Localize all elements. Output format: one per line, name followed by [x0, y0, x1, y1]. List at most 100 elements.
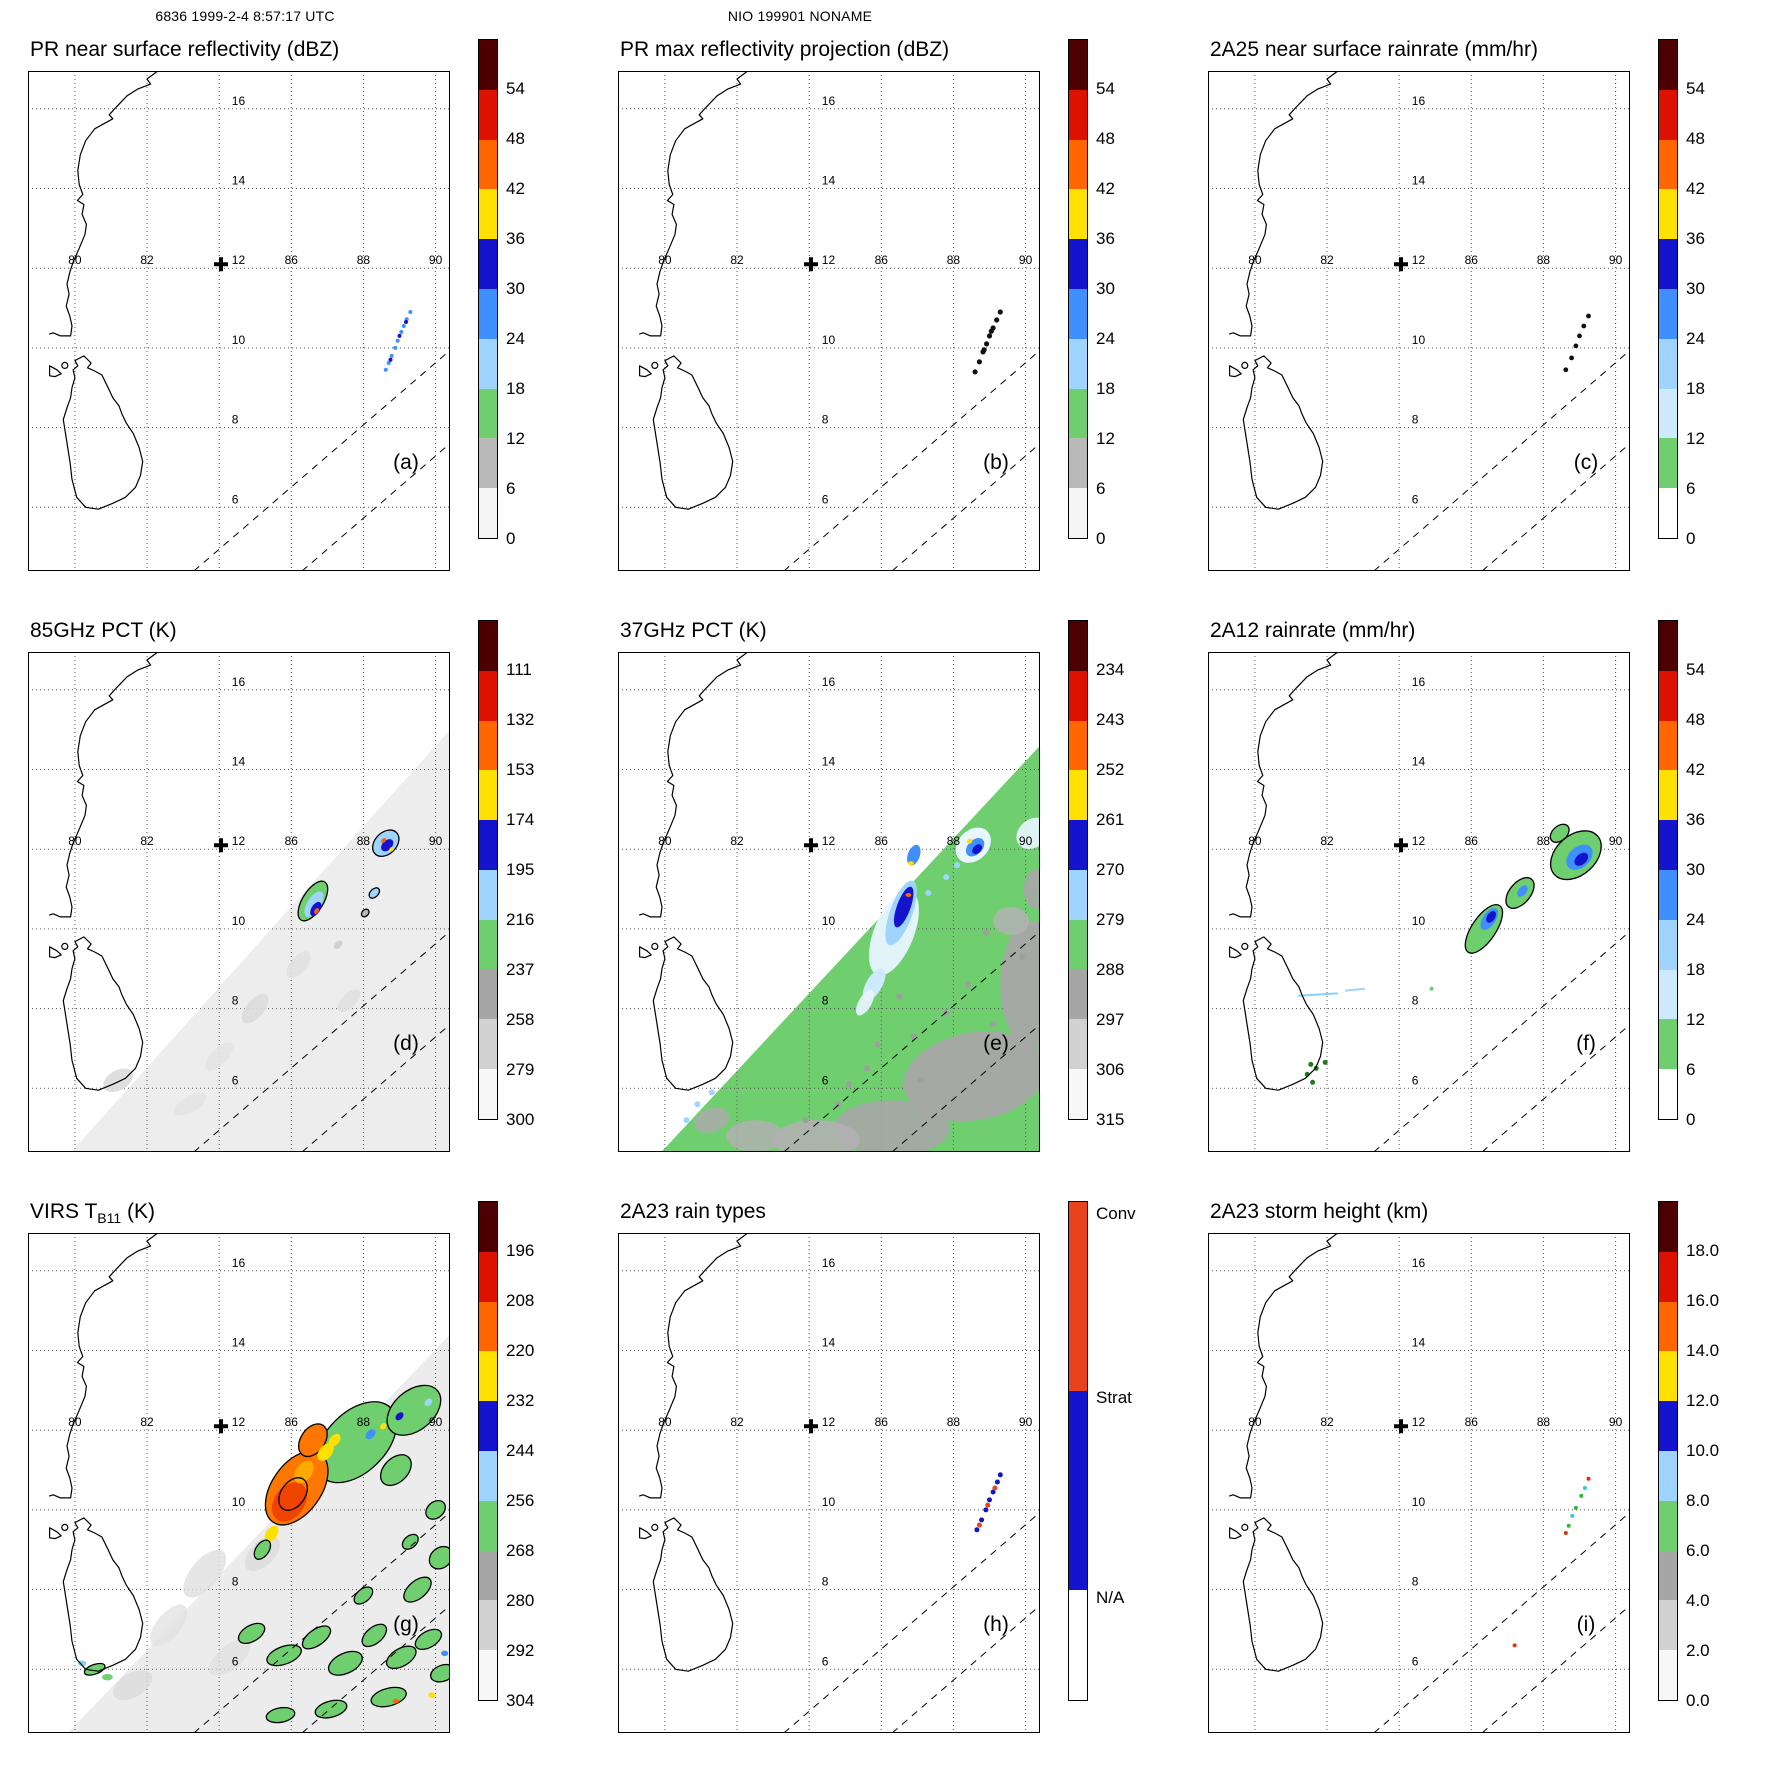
panel-letter: (d) — [393, 1032, 419, 1055]
data-speck — [1573, 343, 1579, 349]
storm-cell — [360, 908, 370, 918]
data-speck — [1512, 1643, 1517, 1648]
coastline-india — [639, 652, 749, 918]
storm-cell — [773, 1120, 860, 1152]
colorbar-label: 48 — [1096, 129, 1115, 148]
panel-title: 2A12 rainrate (mm/hr) — [1210, 619, 1415, 645]
lat-label: 8 — [1412, 1575, 1419, 1589]
colorbar-segment — [1659, 388, 1677, 439]
panel-i: 2A23 storm height (km) 80 82 86 88 90 16 14 12 1… — [1180, 1189, 1770, 1770]
storm-cell — [425, 1499, 446, 1520]
colorbar-label: 12 — [1686, 429, 1705, 448]
panel-title-text: 2A25 near surface rainrate (mm/hr) — [1210, 38, 1538, 61]
lon-label: 86 — [285, 1415, 299, 1429]
colorbar — [1068, 1201, 1088, 1701]
colorbar-label: 0 — [1686, 529, 1696, 548]
panel-letter: (f) — [1576, 1032, 1596, 1055]
lat-label: 6 — [822, 1073, 829, 1087]
pr-swath-edge — [301, 443, 450, 571]
colorbar-label: 18 — [506, 379, 525, 398]
colorbar-segment — [479, 239, 497, 289]
colorbar-labels: 54 48 42 36 30 24 18 12 6 0 — [506, 39, 586, 554]
colorbar-label: 18 — [1686, 379, 1705, 398]
coastline-india — [639, 1233, 749, 1499]
panel-a: PR near surface reflectivity (dBZ) 80 82 8… — [0, 27, 590, 608]
colorbar-segment — [1069, 89, 1087, 140]
lat-label: 10 — [232, 1495, 246, 1509]
colorbar-label: 36 — [1686, 229, 1705, 248]
coastline-india — [639, 71, 749, 337]
colorbar-segment — [479, 1301, 497, 1352]
pr-swath-edge — [1373, 349, 1630, 571]
colorbar-segment — [479, 720, 497, 771]
colorbar-label: Conv — [1096, 1204, 1136, 1223]
colorbar-label: 24 — [1686, 329, 1705, 348]
lat-label: 8 — [822, 1575, 829, 1589]
panel-letter: (b) — [983, 451, 1009, 474]
lon-label: 86 — [875, 834, 889, 848]
colorbar-segment — [479, 288, 497, 339]
data-speck — [981, 347, 987, 353]
data-speck — [1569, 355, 1574, 361]
colorbar-label: 48 — [1686, 129, 1705, 148]
storm-cell — [353, 1586, 374, 1605]
lon-label: 88 — [947, 834, 961, 848]
colorbar-labels: 54 48 42 36 30 24 18 12 6 0 — [1686, 39, 1766, 554]
pr-swath-edge — [1373, 930, 1630, 1152]
lon-label: 80 — [658, 1415, 672, 1429]
colorbar-label: 280 — [506, 1591, 535, 1610]
lon-label: 86 — [1465, 1415, 1479, 1429]
pr-swath-edge — [193, 349, 450, 571]
lat-label: 12 — [822, 253, 836, 267]
pr-swath-edge — [891, 1605, 1040, 1733]
coastline-srilanka — [62, 355, 144, 510]
colorbar-segment — [479, 1600, 497, 1651]
lat-label: 12 — [1412, 253, 1426, 267]
lat-label: 14 — [822, 174, 836, 188]
panel-title: 2A23 rain types — [620, 1200, 766, 1226]
storm-cell — [428, 1545, 450, 1570]
colorbar-segment — [1069, 1391, 1087, 1591]
lon-label: 80 — [658, 834, 672, 848]
pr-swath-edge — [783, 930, 1040, 1152]
lon-label: 80 — [1248, 834, 1262, 848]
colorbar-segment — [1659, 288, 1677, 339]
map-border — [1208, 71, 1630, 571]
panel-c: 2A25 near surface rainrate (mm/hr) 80 82 8… — [1180, 27, 1770, 608]
coastline-india — [1229, 71, 1339, 337]
lon-label: 88 — [357, 253, 371, 267]
colorbar-segment — [1069, 40, 1087, 90]
colorbar-label: 18 — [1096, 379, 1115, 398]
storm-cell — [183, 1549, 227, 1598]
data-speck — [972, 369, 978, 375]
coastline-rameswaram — [639, 365, 652, 378]
data-speck — [1586, 1476, 1591, 1481]
colorbar-label: 261 — [1096, 810, 1125, 829]
colorbar — [478, 620, 498, 1120]
panel-title-text: PR max reflectivity projection (dBZ) — [620, 38, 950, 61]
data-speck — [918, 1077, 924, 1084]
colorbar-label: 24 — [1686, 910, 1705, 929]
colorbar-segment — [479, 189, 497, 240]
colorbar-label: 24 — [506, 329, 525, 348]
storm-cell — [967, 838, 973, 844]
storm-cell — [265, 1706, 296, 1724]
colorbar-segment — [479, 670, 497, 721]
lon-label: 88 — [357, 1415, 371, 1429]
storm-cell — [401, 1533, 419, 1550]
colorbar-segment — [479, 969, 497, 1020]
data-speck — [1573, 1505, 1578, 1510]
colorbar — [478, 39, 498, 539]
colorbar-label: 30 — [1096, 279, 1115, 298]
colorbar-label: 195 — [506, 860, 535, 879]
panel-title: 2A25 near surface rainrate (mm/hr) — [1210, 38, 1538, 64]
colorbar — [1658, 1201, 1678, 1701]
colorbar-segment — [479, 1650, 497, 1700]
lat-label: 14 — [1412, 755, 1426, 769]
lat-label: 10 — [1412, 1495, 1426, 1509]
colorbar-label: 42 — [506, 179, 525, 198]
data-speck — [388, 357, 393, 362]
